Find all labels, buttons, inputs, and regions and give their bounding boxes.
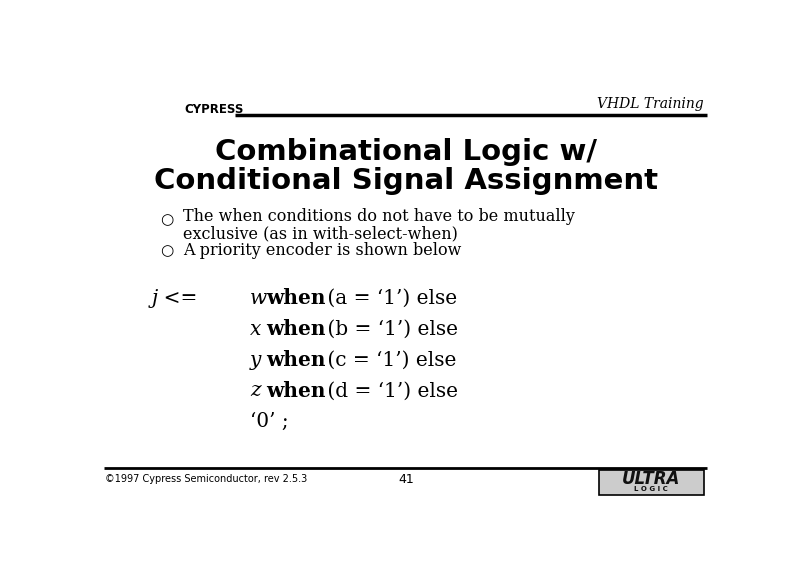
- Text: y: y: [250, 351, 261, 370]
- Text: (b = ‘1’) else: (b = ‘1’) else: [321, 320, 458, 339]
- Text: (d = ‘1’) else: (d = ‘1’) else: [321, 382, 458, 400]
- Text: when: when: [265, 350, 326, 370]
- Text: ○: ○: [161, 243, 173, 258]
- Text: The when conditions do not have to be mutually: The when conditions do not have to be mu…: [183, 209, 574, 225]
- Text: x: x: [250, 320, 261, 339]
- Text: A priority encoder is shown below: A priority encoder is shown below: [183, 242, 461, 259]
- Text: ©1997 Cypress Semiconductor, rev 2.5.3: ©1997 Cypress Semiconductor, rev 2.5.3: [105, 474, 307, 484]
- Text: ○: ○: [161, 212, 173, 228]
- Text: (c = ‘1’) else: (c = ‘1’) else: [321, 351, 456, 370]
- Text: when: when: [265, 319, 326, 339]
- Text: Combinational Logic w/: Combinational Logic w/: [215, 138, 597, 166]
- Text: CYPRESS: CYPRESS: [185, 103, 244, 116]
- Text: when: when: [265, 288, 326, 309]
- Text: z: z: [250, 382, 261, 400]
- Text: w: w: [250, 289, 268, 308]
- Text: 41: 41: [398, 473, 413, 486]
- Text: exclusive (as in with-select-when): exclusive (as in with-select-when): [183, 225, 458, 242]
- Text: (a = ‘1’) else: (a = ‘1’) else: [321, 289, 457, 308]
- Text: Conditional Signal Assignment: Conditional Signal Assignment: [154, 167, 658, 196]
- Text: j <=: j <=: [152, 289, 198, 308]
- Text: when: when: [265, 381, 326, 401]
- FancyBboxPatch shape: [599, 470, 703, 495]
- Text: L O G I C: L O G I C: [634, 486, 668, 492]
- Text: ‘0’ ;: ‘0’ ;: [250, 412, 289, 431]
- Text: VHDL Training: VHDL Training: [597, 97, 703, 111]
- Text: ULTRA: ULTRA: [622, 470, 680, 488]
